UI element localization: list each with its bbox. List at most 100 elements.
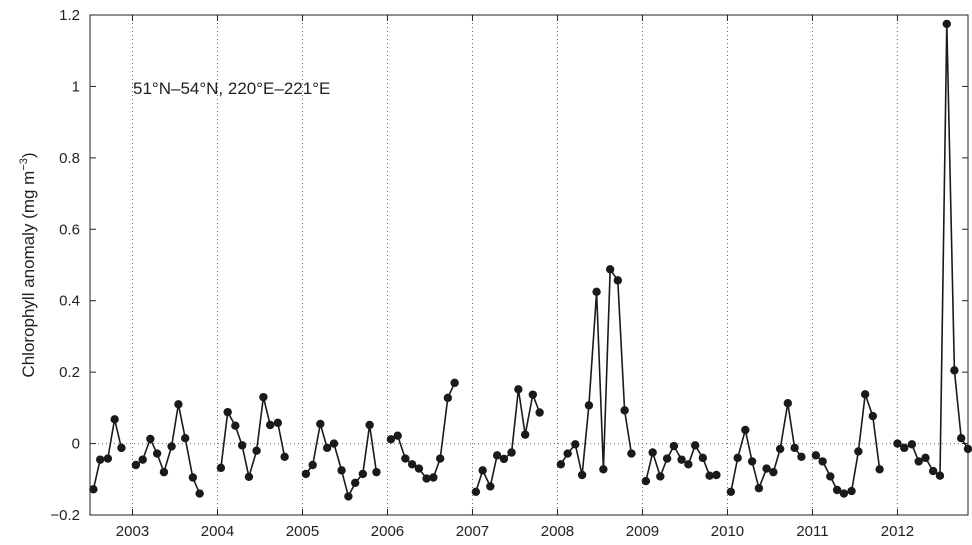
data-point (237, 441, 247, 450)
data-point (337, 466, 346, 475)
data-point (921, 453, 930, 463)
ticks-layer: 2003 2004 2005 2006 2007 2008 2009 2010 2011 2012… (50, 7, 968, 540)
data-point (535, 408, 544, 417)
data-point (747, 457, 757, 466)
data-point (832, 485, 842, 495)
data-point (811, 451, 821, 460)
data-point (365, 420, 374, 430)
data-point (847, 486, 856, 496)
data-point (280, 452, 289, 461)
data-point (89, 485, 98, 494)
data-point (174, 400, 183, 409)
data-point (914, 457, 923, 466)
data-point (893, 439, 902, 448)
data-point (443, 393, 453, 403)
data-point (762, 464, 771, 473)
data-point (797, 452, 806, 461)
data-point (957, 434, 966, 443)
y-tick-label: 0.2 (59, 364, 80, 381)
x-tick-label: 2004 (201, 523, 234, 540)
data-point (935, 471, 945, 480)
x-tick-label: 2008 (541, 523, 574, 540)
data-point (769, 467, 778, 477)
data-point (244, 472, 254, 481)
data-point (854, 447, 863, 456)
series-line-segment (135, 403, 201, 494)
x-tick-label: 2007 (456, 523, 489, 540)
data-point (818, 457, 827, 466)
data-point (712, 470, 721, 480)
data-point (259, 392, 268, 402)
x-tick-label: 2006 (371, 523, 404, 540)
data-point (435, 454, 445, 463)
data-point (103, 454, 113, 463)
data-point (907, 440, 917, 449)
data-point (690, 441, 700, 450)
data-point (584, 401, 594, 410)
data-point (401, 454, 410, 463)
data-point (613, 276, 623, 285)
data-point (117, 443, 126, 453)
plot-frame (89, 14, 969, 516)
data-point (726, 487, 736, 496)
data-point (231, 421, 240, 430)
x-tick-label: 2005 (286, 523, 319, 540)
data-point (942, 19, 951, 29)
y-axis-title-main: Chlorophyll anomaly (mg m (19, 171, 38, 378)
x-tick-label: 2011 (796, 523, 828, 540)
data-point (372, 467, 381, 477)
data-point (478, 466, 487, 475)
data-point (868, 411, 878, 421)
data-point (790, 443, 799, 453)
data-point (741, 425, 750, 435)
series-line-segment (92, 418, 123, 490)
data-point (316, 419, 325, 429)
data-point (358, 469, 368, 479)
data-point (329, 439, 339, 448)
y-tick-label: 0.8 (59, 150, 80, 167)
data-point (308, 460, 317, 470)
data-point (159, 467, 169, 477)
data-point (684, 460, 693, 469)
data-point (839, 489, 849, 498)
data-point (928, 466, 938, 476)
y-axis-title: Chlorophyll anomaly (mg m−3) (18, 152, 38, 377)
data-point (131, 460, 141, 470)
y-tick-label: 1.2 (59, 7, 80, 24)
x-tick-label: 2012 (881, 523, 914, 540)
y-axis-title-sup: −3 (18, 158, 30, 171)
data-point (471, 487, 481, 496)
data-point (188, 473, 198, 482)
series-line-segment (897, 23, 969, 477)
data-point (301, 469, 311, 479)
data-point (648, 448, 657, 457)
data-point (146, 434, 155, 444)
data-point (963, 444, 972, 454)
data-point (775, 444, 785, 454)
data-point (528, 390, 538, 399)
y-tick-label: 0.4 (59, 293, 80, 310)
data-point (900, 443, 909, 453)
data-point (783, 399, 793, 408)
data-point (577, 470, 587, 480)
data-point (507, 448, 516, 457)
data-point (110, 415, 119, 424)
data-point (322, 443, 332, 453)
data-point (599, 465, 608, 474)
series-line-segment (305, 423, 378, 498)
x-tick-label: 2009 (626, 523, 659, 540)
data-point (195, 489, 204, 498)
data-point (344, 492, 353, 501)
data-point (252, 446, 261, 455)
data-point (520, 430, 530, 439)
data-point (167, 442, 176, 451)
data-point (563, 449, 572, 458)
data-point (705, 471, 714, 480)
data-point (393, 431, 402, 440)
data-point (620, 406, 629, 415)
data-point (950, 366, 959, 375)
data-point (95, 455, 105, 464)
data-point (875, 465, 884, 474)
data-point (860, 390, 870, 399)
data-point (499, 454, 509, 464)
